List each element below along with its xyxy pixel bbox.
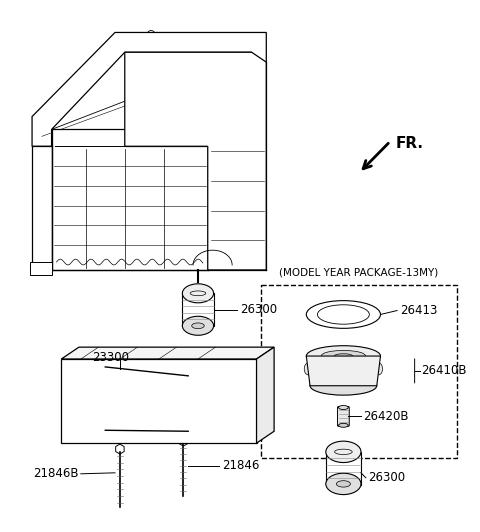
Circle shape [216, 401, 221, 406]
Polygon shape [306, 356, 381, 386]
FancyBboxPatch shape [182, 293, 214, 326]
Circle shape [159, 417, 165, 421]
Text: 23300: 23300 [92, 351, 129, 363]
Circle shape [34, 262, 40, 269]
Ellipse shape [61, 166, 85, 196]
Text: 26413: 26413 [400, 304, 437, 317]
Circle shape [201, 375, 206, 379]
Ellipse shape [321, 351, 366, 362]
Ellipse shape [182, 316, 214, 335]
Ellipse shape [326, 441, 361, 462]
FancyBboxPatch shape [152, 421, 195, 440]
Circle shape [186, 370, 191, 376]
Ellipse shape [66, 213, 80, 223]
Ellipse shape [326, 473, 361, 495]
FancyBboxPatch shape [326, 452, 361, 485]
FancyBboxPatch shape [337, 406, 349, 426]
Ellipse shape [100, 223, 114, 234]
Text: 26300: 26300 [240, 303, 277, 316]
Circle shape [266, 367, 272, 373]
Circle shape [73, 413, 78, 418]
Circle shape [64, 362, 74, 372]
Polygon shape [51, 129, 208, 270]
Circle shape [244, 430, 253, 440]
Circle shape [86, 426, 91, 431]
Ellipse shape [175, 243, 188, 253]
Circle shape [120, 426, 125, 431]
Circle shape [161, 376, 216, 431]
Ellipse shape [96, 176, 119, 206]
Circle shape [212, 417, 217, 421]
Text: (MODEL YEAR PACKAGE-13MY): (MODEL YEAR PACKAGE-13MY) [279, 268, 439, 278]
Ellipse shape [306, 346, 381, 367]
Circle shape [120, 366, 125, 371]
Circle shape [159, 386, 165, 390]
Circle shape [74, 367, 136, 430]
Text: 21846B: 21846B [34, 467, 79, 480]
Ellipse shape [169, 196, 193, 226]
Circle shape [172, 387, 204, 420]
Text: 26410B: 26410B [421, 364, 467, 377]
Circle shape [103, 361, 108, 367]
Circle shape [222, 220, 262, 260]
Circle shape [186, 432, 191, 437]
Polygon shape [32, 146, 51, 270]
Ellipse shape [336, 481, 350, 487]
Circle shape [132, 379, 137, 384]
Circle shape [233, 246, 241, 254]
Circle shape [69, 396, 73, 401]
Circle shape [201, 428, 206, 433]
Circle shape [181, 397, 195, 411]
Ellipse shape [310, 376, 377, 395]
Circle shape [171, 428, 176, 433]
Polygon shape [61, 347, 274, 359]
Circle shape [73, 379, 78, 384]
Ellipse shape [220, 389, 234, 398]
Ellipse shape [304, 363, 312, 375]
Circle shape [266, 389, 272, 395]
Ellipse shape [220, 409, 234, 418]
Circle shape [266, 412, 272, 418]
Text: 21846: 21846 [222, 460, 260, 472]
Ellipse shape [36, 171, 44, 181]
Ellipse shape [182, 284, 214, 303]
Circle shape [97, 390, 113, 406]
Text: 26300: 26300 [368, 471, 405, 484]
Circle shape [171, 375, 176, 379]
Ellipse shape [375, 363, 383, 375]
Ellipse shape [338, 405, 348, 410]
Circle shape [248, 197, 255, 205]
Circle shape [34, 148, 40, 155]
Ellipse shape [192, 323, 204, 329]
Ellipse shape [36, 206, 44, 215]
Circle shape [132, 413, 137, 418]
Ellipse shape [317, 305, 369, 324]
Circle shape [212, 386, 217, 390]
Circle shape [86, 366, 91, 371]
Ellipse shape [139, 234, 153, 243]
Circle shape [248, 147, 255, 155]
Ellipse shape [334, 354, 353, 359]
Circle shape [86, 380, 124, 418]
Ellipse shape [306, 301, 381, 328]
Ellipse shape [36, 240, 44, 250]
Circle shape [103, 431, 108, 436]
Circle shape [248, 98, 255, 106]
Text: 26420B: 26420B [363, 410, 408, 423]
Polygon shape [32, 32, 266, 146]
Polygon shape [30, 262, 51, 275]
Circle shape [137, 396, 142, 401]
Polygon shape [125, 52, 266, 270]
Ellipse shape [338, 423, 348, 427]
Polygon shape [61, 359, 256, 443]
FancyBboxPatch shape [152, 365, 195, 384]
Circle shape [156, 401, 160, 406]
Text: FR.: FR. [396, 136, 424, 151]
Ellipse shape [134, 186, 158, 215]
Circle shape [218, 83, 226, 91]
Circle shape [64, 430, 74, 440]
Circle shape [244, 362, 253, 372]
Polygon shape [256, 347, 274, 443]
